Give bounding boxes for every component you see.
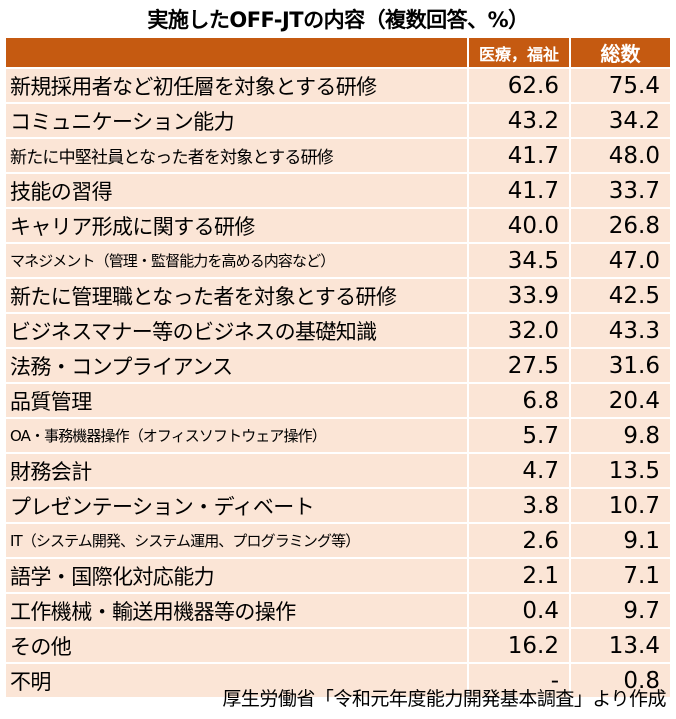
row-label: コミュニケーション能力 <box>6 102 467 137</box>
row-label: OA・事務機器操作（オフィスソフトウェア操作） <box>6 417 467 452</box>
value-total: 9.7 <box>569 592 670 627</box>
row-label: 工作機械・輸送用機器等の操作 <box>6 592 467 627</box>
value-total: 0.8 <box>569 662 670 697</box>
source-note: 厚生労働省「令和元年度能力開発基本調査」より作成 <box>222 688 666 710</box>
value-medical-welfare: 5.7 <box>467 417 569 452</box>
row-label: 語学・国際化対応能力 <box>6 557 467 592</box>
table-row: 不明 -0.8 <box>6 662 670 697</box>
value-total: 26.8 <box>569 207 670 242</box>
value-total: 13.5 <box>569 452 670 487</box>
value-medical-welfare: 33.9 <box>467 277 569 312</box>
value-medical-welfare: 62.6 <box>467 67 569 102</box>
table-row: OA・事務機器操作（オフィスソフトウェア操作） 5.7 9.8 <box>6 417 670 452</box>
table-row: 技能の習得 41.7 33.7 <box>6 172 670 207</box>
value-total: 9.8 <box>569 417 670 452</box>
header-medical-welfare: 医療，福祉 <box>467 38 569 67</box>
value-medical-welfare: 41.7 <box>467 172 569 207</box>
value-medical-welfare: 4.7 <box>467 452 569 487</box>
row-label: 財務会計 <box>6 452 467 487</box>
value-medical-welfare: 41.7 <box>467 137 569 172</box>
row-label: ビジネスマナー等のビジネスの基礎知識 <box>6 312 467 347</box>
row-label: 不明 <box>6 662 467 697</box>
data-table: 医療，福祉 総数 新規採用者など初任層を対象とする研修 62.6 75.4 コミュニケ… <box>6 38 670 697</box>
value-medical-welfare: 0.4 <box>467 592 569 627</box>
value-total: 9.1 <box>569 522 670 557</box>
row-label: 新たに管理職となった者を対象とする研修 <box>6 277 467 312</box>
value-medical-welfare: - <box>467 662 569 697</box>
table-row: ビジネスマナー等のビジネスの基礎知識 32.0 43.3 <box>6 312 670 347</box>
row-label: 技能の習得 <box>6 172 467 207</box>
table-row: コミュニケーション能力 43.2 34.2 <box>6 102 670 137</box>
row-label: 品質管理 <box>6 382 467 417</box>
table-row: 新たに管理職となった者を対象とする研修 33.9 42.5 <box>6 277 670 312</box>
table-row: キャリア形成に関する研修 40.0 26.8 <box>6 207 670 242</box>
value-total: 48.0 <box>569 137 670 172</box>
header-total: 総数 <box>569 38 670 67</box>
header-row: 医療，福祉 総数 <box>6 38 670 67</box>
value-total: 20.4 <box>569 382 670 417</box>
header-label-cell <box>6 38 467 67</box>
value-medical-welfare: 3.8 <box>467 487 569 522</box>
row-label: その他 <box>6 627 467 662</box>
value-medical-welfare: 40.0 <box>467 207 569 242</box>
table-row: マネジメント（管理・監督能力を高める内容など） 34.5 47.0 <box>6 242 670 277</box>
value-medical-welfare: 34.5 <box>467 242 569 277</box>
value-total: 10.7 <box>569 487 670 522</box>
row-label: 法務・コンプライアンス <box>6 347 467 382</box>
table-row: 新規採用者など初任層を対象とする研修 62.6 75.4 <box>6 67 670 102</box>
value-medical-welfare: 16.2 <box>467 627 569 662</box>
value-medical-welfare: 2.6 <box>467 522 569 557</box>
value-total: 43.3 <box>569 312 670 347</box>
value-medical-welfare: 2.1 <box>467 557 569 592</box>
table-row: プレゼンテーション・ディベート 3.8 10.7 <box>6 487 670 522</box>
row-label: プレゼンテーション・ディベート <box>6 487 467 522</box>
table-row: 語学・国際化対応能力 2.1 7.1 <box>6 557 670 592</box>
row-label: IT（システム開発、システム運用、プログラミング等） <box>6 522 467 557</box>
table-row: IT（システム開発、システム運用、プログラミング等） 2.6 9.1 <box>6 522 670 557</box>
value-medical-welfare: 32.0 <box>467 312 569 347</box>
row-label: キャリア形成に関する研修 <box>6 207 467 242</box>
value-total: 34.2 <box>569 102 670 137</box>
value-total: 75.4 <box>569 67 670 102</box>
table-row: 品質管理 6.8 20.4 <box>6 382 670 417</box>
value-total: 31.6 <box>569 347 670 382</box>
table-row: その他 16.2 13.4 <box>6 627 670 662</box>
value-total: 7.1 <box>569 557 670 592</box>
value-total: 33.7 <box>569 172 670 207</box>
row-label: 新規採用者など初任層を対象とする研修 <box>6 67 467 102</box>
value-medical-welfare: 43.2 <box>467 102 569 137</box>
table-row: 財務会計 4.7 13.5 <box>6 452 670 487</box>
value-medical-welfare: 27.5 <box>467 347 569 382</box>
table-row: 新たに中堅社員となった者を対象とする研修 41.7 48.0 <box>6 137 670 172</box>
table-body: 新規採用者など初任層を対象とする研修 62.6 75.4 コミュニケーション能力 43.… <box>6 67 670 697</box>
row-label: マネジメント（管理・監督能力を高める内容など） <box>6 242 467 277</box>
value-total: 47.0 <box>569 242 670 277</box>
table-title: 実施したOFF-JTの内容（複数回答、%） <box>147 8 529 32</box>
row-label: 新たに中堅社員となった者を対象とする研修 <box>6 137 467 172</box>
value-total: 13.4 <box>569 627 670 662</box>
table-row: 法務・コンプライアンス 27.5 31.6 <box>6 347 670 382</box>
value-medical-welfare: 6.8 <box>467 382 569 417</box>
table-row: 工作機械・輸送用機器等の操作 0.4 9.7 <box>6 592 670 627</box>
value-total: 42.5 <box>569 277 670 312</box>
